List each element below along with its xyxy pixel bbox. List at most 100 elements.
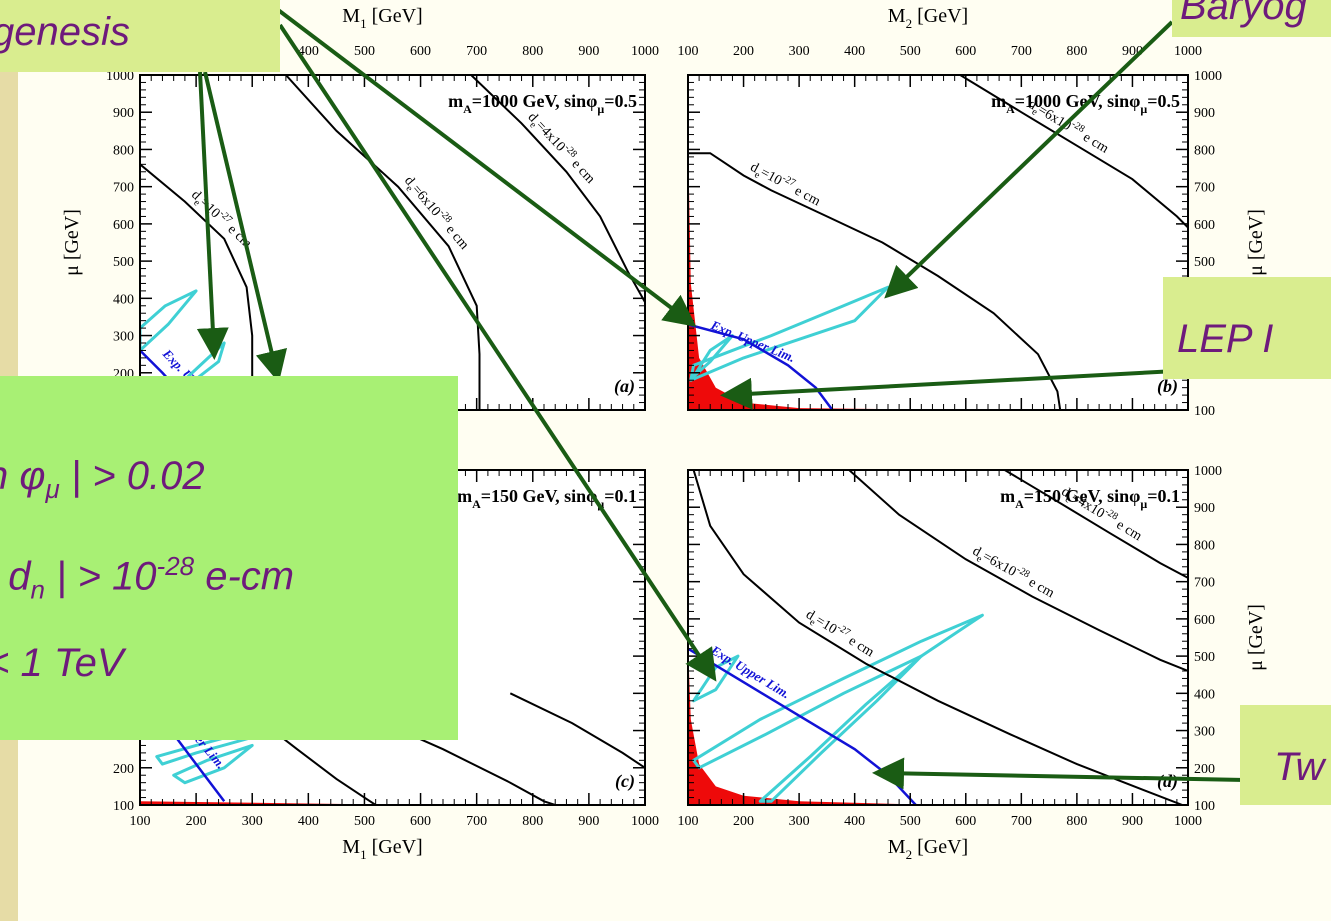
- constraint-edm: , dn | > 10-28 e-cm: [0, 551, 294, 605]
- callout-lep: LEP I: [1163, 277, 1331, 379]
- panel-annotation: mA=1000 GeV, sinφμ=0.5: [991, 91, 1180, 116]
- x-tick-label: 900: [578, 44, 599, 59]
- annotation-arrow: [203, 71, 288, 383]
- constraints-box: n φμ | > 0.02 , dn | > 10-28 e-cm < 1 Te…: [0, 376, 458, 740]
- x-tick-label: 600: [955, 814, 976, 829]
- x-tick-label: 600: [410, 44, 431, 59]
- panel-annotation: mA=150 GeV, sinφμ=0.1: [1000, 486, 1180, 511]
- x-tick-label: 700: [1011, 814, 1032, 829]
- x-tick-label: 300: [789, 44, 810, 59]
- x-axis-label: M1 [GeV]: [342, 836, 422, 862]
- x-tick-label: 400: [844, 814, 865, 829]
- plot-area: [688, 75, 1188, 410]
- plot-area: [688, 470, 1188, 805]
- y-tick-label: 600: [113, 218, 134, 233]
- y-tick-label: 100: [113, 799, 134, 814]
- baryogenesis-region-1: [692, 613, 984, 770]
- y-tick-label: 700: [1194, 576, 1215, 591]
- constraint-edm-prefix: , d: [0, 554, 31, 599]
- x-tick-label: 100: [678, 814, 699, 829]
- y-tick-label: 500: [1194, 255, 1215, 270]
- y-tick-label: 200: [113, 762, 134, 777]
- plot-frame: [687, 74, 1189, 411]
- y-tick-label: 200: [1194, 762, 1215, 777]
- baryogenesis-region-1: [140, 289, 198, 352]
- callout-two-loop-text: Tw: [1274, 745, 1325, 789]
- panel-label: (a): [614, 376, 635, 397]
- x-tick-label: 100: [678, 44, 699, 59]
- y-tick-label: 800: [1194, 143, 1215, 158]
- x-tick-label: 400: [298, 814, 319, 829]
- y-tick-label: 800: [1194, 538, 1215, 553]
- callout-baryogenesis-right: Baryog: [1172, 0, 1331, 37]
- annotation-arrow: [872, 757, 1246, 790]
- annotation-arrow: [263, 0, 697, 327]
- panel-label: (b): [1157, 376, 1178, 397]
- y-tick-label: 400: [113, 292, 134, 307]
- x-tick-label: 500: [354, 814, 375, 829]
- x-tick-label: 400: [298, 44, 319, 59]
- edm-contour-2: [285, 75, 481, 410]
- panel-d: 100 200 300 400 500 600 700 800 900 1000100200300…: [678, 464, 1268, 862]
- y-tick-label: 700: [113, 181, 134, 196]
- callout-two-loop: Tw: [1240, 705, 1331, 805]
- edm-contour-2: [959, 75, 1188, 229]
- x-tick-label: 600: [410, 814, 431, 829]
- callout-baryogenesis-right-text: Baryog: [1180, 0, 1307, 28]
- y-axis-label: μ [GeV]: [61, 209, 83, 276]
- x-tick-label: 1000: [1174, 814, 1202, 829]
- callout-lep-text: LEP I: [1177, 317, 1274, 361]
- y-tick-label: 500: [1194, 650, 1215, 665]
- y-axis-label: μ [GeV]: [1245, 209, 1267, 276]
- x-tick-label: 1000: [631, 814, 659, 829]
- x-tick-label: 700: [1011, 44, 1032, 59]
- y-tick-label: 300: [113, 330, 134, 345]
- x-tick-label: 800: [522, 44, 543, 59]
- y-tick-label: 400: [1194, 687, 1215, 702]
- annotation-arrow: [278, 23, 717, 682]
- constraint-edm-exponent: -28: [156, 551, 195, 581]
- edm-contour-1: [140, 163, 254, 410]
- panel-label: (d): [1157, 771, 1178, 792]
- x-tick-label: 1000: [631, 44, 659, 59]
- x-tick-label: 700: [466, 44, 487, 59]
- x-tick-label: 400: [844, 44, 865, 59]
- x-tick-label: 800: [522, 814, 543, 829]
- baryogenesis-region-2: [172, 743, 254, 785]
- x-tick-label: 200: [733, 44, 754, 59]
- edm-contour-1: [688, 152, 1062, 410]
- constraint-mass: < 1 TeV: [0, 641, 124, 686]
- constraint-phase-value: | > 0.02: [59, 454, 205, 498]
- excluded-region: [688, 644, 1022, 805]
- edm-contour-2: [848, 470, 1188, 672]
- constraint-phase: n φμ | > 0.02: [0, 454, 205, 505]
- annotation-arrow: [720, 368, 1196, 410]
- callout-baryogenesis-left-text: genesis: [0, 10, 130, 54]
- x-tick-label: 500: [900, 44, 921, 59]
- x-tick-label: 1000: [1174, 44, 1202, 59]
- y-tick-label: 600: [1194, 218, 1215, 233]
- constraint-phase-subscript: μ: [45, 474, 60, 504]
- y-tick-label: 600: [1194, 613, 1215, 628]
- constraint-phase-prefix: n: [0, 454, 19, 498]
- x-axis-label: M1 [GeV]: [342, 5, 422, 31]
- y-tick-label: 1000: [106, 69, 134, 84]
- baryogenesis-region-3: [758, 654, 923, 803]
- y-axis-label: μ [GeV]: [1245, 604, 1267, 671]
- annotation-arrows: [196, 0, 1246, 790]
- x-tick-label: 700: [466, 814, 487, 829]
- plot-background: [688, 470, 1188, 805]
- x-axis-label: M2 [GeV]: [888, 5, 968, 31]
- x-tick-label: 200: [733, 814, 754, 829]
- y-tick-label: 700: [1194, 181, 1215, 196]
- plot-background: [688, 75, 1188, 410]
- constraint-phase-symbol: φ: [19, 454, 46, 498]
- constraint-mass-text: < 1 TeV: [0, 641, 124, 685]
- y-tick-label: 100: [1194, 404, 1215, 419]
- edm-contour-3: [1004, 470, 1188, 579]
- y-tick-label: 500: [113, 255, 134, 270]
- panel-annotation: mA=1000 GeV, sinφμ=0.5: [448, 91, 637, 116]
- x-tick-label: 800: [1066, 44, 1087, 59]
- exp-upper-limit-curve: [688, 323, 834, 410]
- y-tick-label: 1000: [1194, 69, 1222, 84]
